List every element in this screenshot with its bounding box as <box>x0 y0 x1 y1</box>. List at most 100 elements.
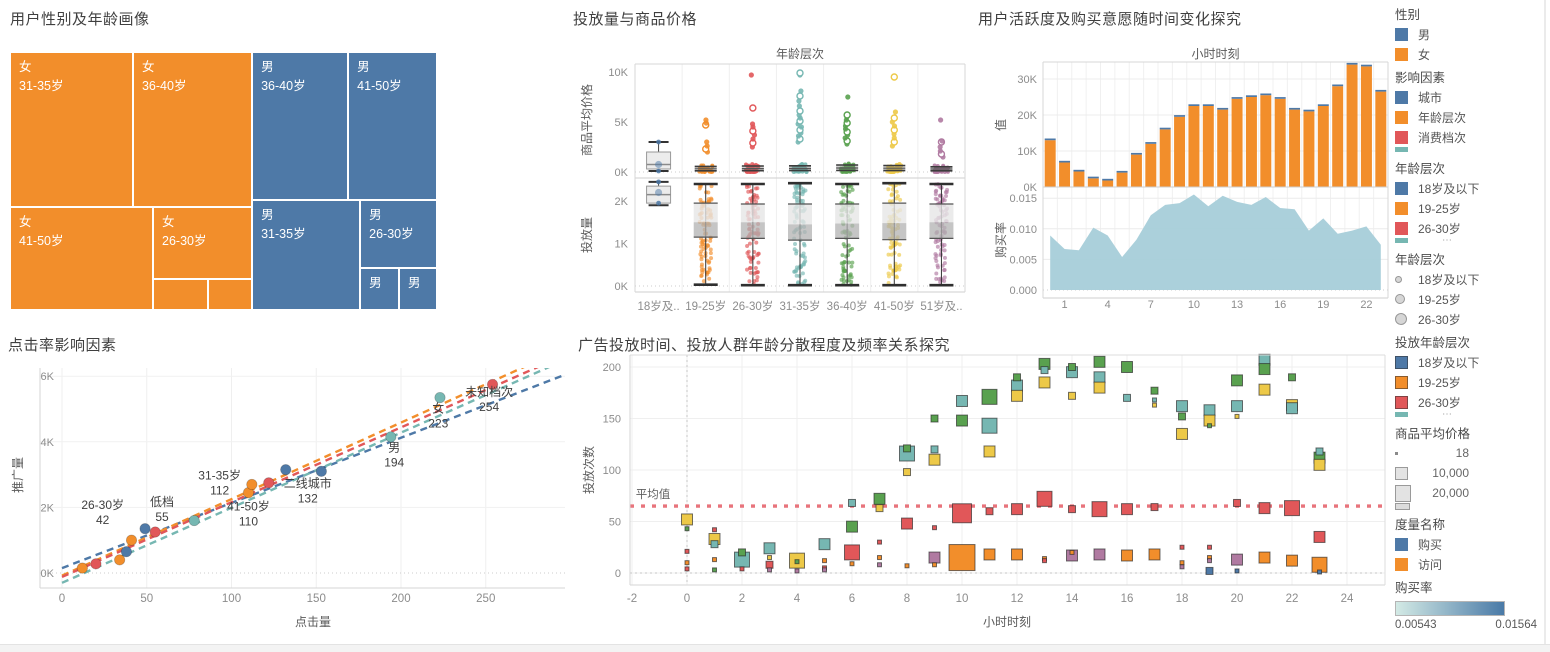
purchase-rate-area[interactable] <box>1050 194 1381 291</box>
dense-points[interactable] <box>932 117 950 174</box>
bubble-mark[interactable] <box>901 517 913 530</box>
bubble-mark[interactable] <box>684 560 690 566</box>
bubble-mark[interactable] <box>1093 371 1106 384</box>
legend-item-partial[interactable]: ⋯ <box>1395 410 1544 420</box>
outlier-point[interactable] <box>937 148 943 154</box>
bubble-mark[interactable] <box>1152 402 1157 408</box>
bubble-mark[interactable] <box>928 551 941 564</box>
dense-points[interactable] <box>791 69 809 174</box>
bubble-mark[interactable] <box>1176 400 1188 413</box>
bubble-mark[interactable] <box>873 492 886 505</box>
bubble-mark[interactable] <box>981 388 998 405</box>
scatter-point[interactable] <box>280 464 292 476</box>
bubble-mark[interactable] <box>877 555 882 561</box>
treemap-cell[interactable]: 男 41-50岁 <box>348 52 437 201</box>
legend-item[interactable]: 26-30岁 <box>1395 218 1544 238</box>
bubble-mark[interactable] <box>1121 361 1133 373</box>
box[interactable] <box>788 224 812 241</box>
purchase-bar[interactable] <box>1217 107 1229 110</box>
outlier-point[interactable] <box>890 114 898 122</box>
bubble-mark[interactable] <box>1093 381 1106 394</box>
bubble-mark[interactable] <box>1013 373 1021 382</box>
outlier-point[interactable] <box>798 124 805 130</box>
legend-item[interactable]: 26-30岁 <box>1395 392 1544 412</box>
bubble-mark[interactable] <box>712 567 717 573</box>
legend-item[interactable]: 购买 <box>1395 534 1544 554</box>
legend-item[interactable]: 城市 <box>1395 87 1544 107</box>
legend-item[interactable]: 年龄层次 <box>1395 107 1544 127</box>
outlier-point[interactable] <box>845 94 851 100</box>
outlier-point[interactable] <box>796 107 804 115</box>
bubble-mark[interactable] <box>684 548 690 554</box>
bubble-mark[interactable] <box>1203 404 1216 417</box>
visit-bar[interactable] <box>1217 109 1229 187</box>
bubble-mark[interactable] <box>1011 503 1023 516</box>
outlier-point[interactable] <box>890 73 898 81</box>
box[interactable] <box>693 222 718 238</box>
purchase-bar[interactable] <box>1202 104 1214 106</box>
bubble-mark[interactable] <box>1258 363 1271 376</box>
bubble-mark[interactable] <box>1207 558 1212 564</box>
dense-points[interactable] <box>885 73 904 174</box>
bubble-mark[interactable] <box>1121 549 1133 562</box>
bubble-mark[interactable] <box>1258 551 1271 564</box>
bubble-mark[interactable] <box>928 453 941 466</box>
bubble-mark[interactable] <box>767 555 772 561</box>
bubble-mark[interactable] <box>875 504 884 513</box>
bubble-mark[interactable] <box>1093 548 1106 561</box>
outlier-point[interactable] <box>654 188 663 197</box>
bubble-mark[interactable] <box>1150 386 1159 395</box>
outlier-point[interactable] <box>891 135 897 141</box>
bubble-mark[interactable] <box>1231 374 1243 387</box>
bubble-scatter-chart[interactable]: 平均值-2 0 2 4 6 8 10 12 14 16 18 20 22 24050100150200投放… <box>575 330 1393 645</box>
bubble-mark[interactable] <box>983 445 996 458</box>
purchase-bar[interactable] <box>1260 93 1272 96</box>
visit-bar[interactable] <box>1360 66 1372 187</box>
outlier-point[interactable] <box>656 168 661 174</box>
visit-bar[interactable] <box>1116 172 1128 187</box>
scatter-point[interactable] <box>434 391 446 404</box>
bubble-mark[interactable] <box>794 568 800 574</box>
visit-bar[interactable] <box>1145 143 1157 187</box>
bubble-mark[interactable] <box>767 567 772 573</box>
visit-bar[interactable] <box>1102 180 1114 187</box>
treemap-cell[interactable]: 女 41-50岁 <box>10 207 154 310</box>
box[interactable] <box>882 223 907 240</box>
outlier-point[interactable] <box>798 88 804 94</box>
outlier-point[interactable] <box>938 117 944 123</box>
bubble-mark[interactable] <box>822 567 827 573</box>
visit-bar[interactable] <box>1289 109 1301 187</box>
bubble-mark[interactable] <box>1313 458 1326 471</box>
bubble-mark[interactable] <box>1258 502 1271 515</box>
outlier-point[interactable] <box>656 179 661 185</box>
bubble-mark[interactable] <box>1207 423 1212 429</box>
purchase-bar[interactable] <box>1245 95 1257 97</box>
bubble-mark[interactable] <box>1042 558 1047 564</box>
purchase-bar[interactable] <box>1044 138 1056 141</box>
outlier-point[interactable] <box>750 136 756 142</box>
bubble-mark[interactable] <box>903 468 911 477</box>
outlier-point[interactable] <box>796 103 802 109</box>
bubble-mark[interactable] <box>1093 355 1106 368</box>
bubble-mark[interactable] <box>1091 501 1108 518</box>
purchase-bar[interactable] <box>1231 97 1243 99</box>
legend-item[interactable]: 19-25岁 <box>1395 289 1544 309</box>
bubble-mark[interactable] <box>932 562 937 568</box>
treemap-cell[interactable]: 男 36-40岁 <box>252 52 349 201</box>
bubble-mark[interactable] <box>822 558 827 564</box>
purchase-bar[interactable] <box>1116 170 1128 173</box>
bubble-mark[interactable] <box>1011 389 1023 402</box>
outlier-point[interactable] <box>656 200 661 206</box>
visit-bar[interactable] <box>1174 116 1186 187</box>
bubble-mark[interactable] <box>1123 393 1131 402</box>
bubble-mark[interactable] <box>712 557 717 563</box>
bubble-mark[interactable] <box>948 544 976 572</box>
bubble-mark[interactable] <box>846 520 858 533</box>
legend-item[interactable]: 18 <box>1395 443 1544 463</box>
bubble-mark[interactable] <box>1038 376 1051 389</box>
outlier-point[interactable] <box>749 104 757 112</box>
bubble-mark[interactable] <box>848 498 856 507</box>
bubble-mark[interactable] <box>983 548 996 561</box>
legend-item-partial[interactable]: ⋯ <box>1395 236 1544 246</box>
